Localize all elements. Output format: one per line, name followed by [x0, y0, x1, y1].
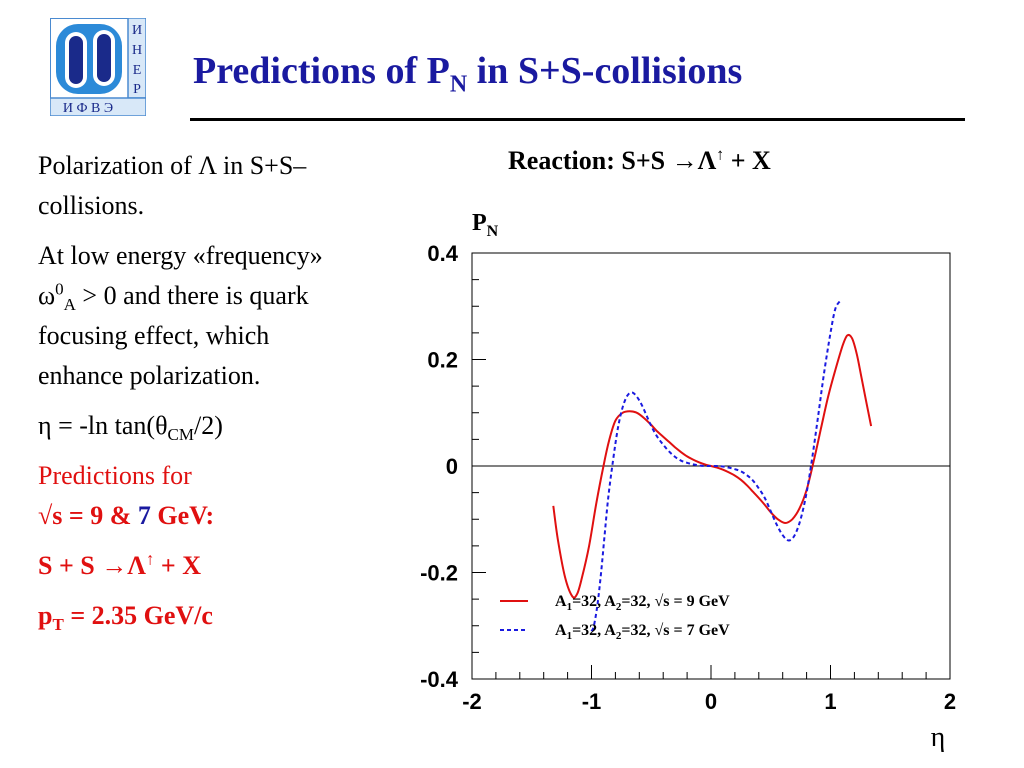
- predictions-text: Predictions for √s = 9 & 7 GeV:: [38, 461, 215, 530]
- legend-label-2: A1=32, A2=32, √s = 7 GeV: [555, 622, 730, 642]
- pn-vs-eta-chart: PN -2 -1 0 1 2 -0.4 -0.2 0 0.2 0.4 A1=32, A2=32, …: [420, 210, 956, 753]
- x-tick-label: -2: [462, 689, 482, 714]
- legend-label-1: A1=32, A2=32, √s = 9 GeV: [555, 593, 730, 613]
- title-underline: [190, 118, 965, 121]
- page-title: Predictions of PN in S+S-collisions: [193, 50, 743, 98]
- reaction-heading: Reaction: S+S →Λ↑ + X: [508, 146, 771, 175]
- y-tick-label: 0.4: [427, 241, 458, 266]
- y-tick-label: 0: [446, 454, 458, 479]
- eta-definition: η = -ln tan(θCM/2): [38, 411, 223, 445]
- y-tick-label: -0.4: [420, 667, 459, 692]
- ihep-logo: И Н Е Р И Ф В Э: [50, 18, 146, 116]
- x-tick-label: 0: [705, 689, 717, 714]
- x-tick-label: 2: [944, 689, 956, 714]
- logo-letter-3: Е: [133, 63, 142, 78]
- series-line-2: [590, 300, 841, 632]
- logo-letter-1: И: [132, 23, 142, 38]
- y-axis-label: PN: [472, 210, 499, 240]
- logo-emblem: [56, 24, 122, 94]
- left-text-column: Polarization of Λ in S+S–collisions. At …: [38, 146, 358, 646]
- logo-letter-4: Р: [133, 82, 141, 97]
- logo-bottom-letters: И Ф В Э: [63, 101, 113, 116]
- x-axis-label: η: [931, 722, 946, 753]
- polarization-text: Polarization of Λ in S+S–collisions.: [38, 151, 307, 220]
- x-tick-label: -1: [582, 689, 602, 714]
- pt-text: pT = 2.35 GeV/c: [38, 601, 213, 635]
- logo-letter-2: Н: [132, 43, 142, 58]
- y-tick-label: 0.2: [427, 348, 458, 373]
- y-tick-label: -0.2: [420, 561, 458, 586]
- reaction-text-left: S + S →Λ↑ + X: [38, 549, 201, 580]
- x-tick-label: 1: [824, 689, 836, 714]
- low-energy-text: At low energy «frequency» ω0A > 0 and th…: [38, 241, 323, 390]
